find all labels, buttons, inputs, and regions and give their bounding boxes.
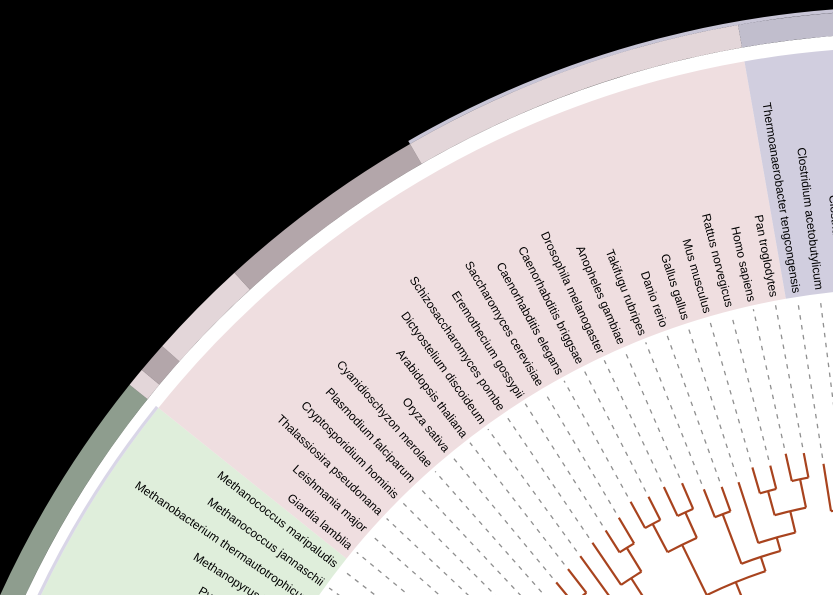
tree-branch <box>604 529 621 553</box>
leaf-dash-line <box>342 569 377 595</box>
leaf-dash-line <box>543 391 617 513</box>
wedge-bacteria <box>744 50 833 299</box>
leaf-dash-line <box>386 518 470 595</box>
tree-arc <box>759 487 777 495</box>
tree-branch <box>822 463 833 512</box>
tree-branch <box>662 486 679 517</box>
tree-arc <box>620 570 643 586</box>
tree-branch <box>681 544 708 595</box>
tree-branch <box>617 517 636 545</box>
tree-branch <box>651 523 669 553</box>
tree-branch <box>737 481 760 544</box>
ring-segment-1 <box>129 369 160 400</box>
tree-branch <box>769 465 778 490</box>
tree-branch <box>567 568 588 594</box>
tree-branch <box>579 555 610 595</box>
leaf-dash-line <box>505 415 590 539</box>
tree-arc <box>791 476 809 483</box>
tree-branch <box>647 496 662 521</box>
tree-branch <box>799 479 808 508</box>
tree-arc <box>830 509 833 513</box>
tree-branch <box>734 581 743 595</box>
tree-branch <box>681 482 695 510</box>
outer-ring-edge-line <box>408 9 833 144</box>
tree-arc <box>741 549 781 565</box>
ring-segment-2 <box>141 346 180 385</box>
tree-branch <box>684 511 698 539</box>
tree-branch <box>629 501 647 529</box>
leaf-dash-line <box>709 320 752 462</box>
leaf-dash-line <box>524 403 603 526</box>
leaf-dash-line <box>603 360 662 482</box>
tree-branch <box>784 453 793 482</box>
ring-segment-4 <box>234 143 422 290</box>
leaf-dash-line <box>687 326 738 477</box>
leaf-dash-line <box>563 380 629 497</box>
leaf-dash-line <box>774 304 804 448</box>
leaf-dash-line <box>583 369 647 492</box>
tree-branch <box>721 513 743 565</box>
leaf-dash-line <box>666 334 721 482</box>
archaea-wedge-edge-line <box>37 405 159 595</box>
wedge-eukaryota <box>158 61 786 559</box>
tree-branch <box>789 510 797 533</box>
leaf-dash-line <box>797 300 824 458</box>
tree-arc <box>618 542 635 554</box>
tree-branch <box>766 490 776 516</box>
tree-branch <box>625 547 643 573</box>
leaf-dash-line <box>624 350 681 478</box>
tree-branch <box>720 486 732 512</box>
leaf-dash-line <box>451 456 553 579</box>
ring-segment-6 <box>738 12 833 48</box>
leaf-dash-line <box>434 470 543 593</box>
wedge-archaea <box>41 407 347 595</box>
tree-branch <box>802 452 810 478</box>
leaf-dash-line <box>418 486 522 595</box>
ring-segment-5 <box>410 24 743 164</box>
tree-branch <box>591 542 622 586</box>
tree-branch <box>759 556 767 572</box>
leaf-dash-line <box>401 501 496 595</box>
tree-branch <box>555 581 569 595</box>
leaf-dash-line <box>370 534 441 595</box>
leaf-dash-line <box>752 309 785 449</box>
tree-branch <box>775 537 782 552</box>
tree-branch <box>630 577 644 595</box>
ring-segment-3 <box>162 272 250 362</box>
tree-branch <box>702 488 716 518</box>
tree-branch <box>751 467 761 494</box>
tree-arc <box>581 591 588 595</box>
ring-segment-0 <box>0 384 148 595</box>
